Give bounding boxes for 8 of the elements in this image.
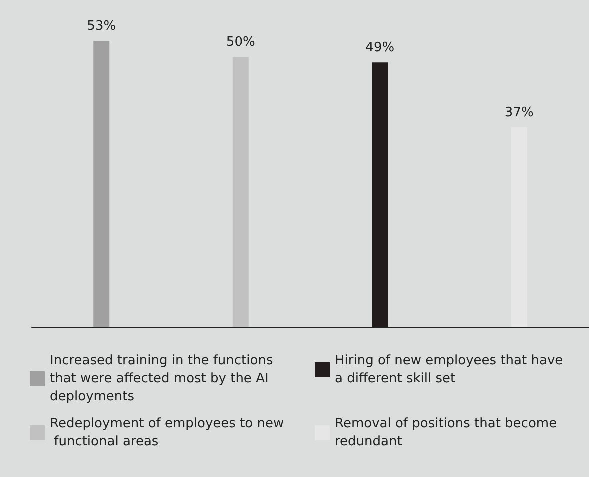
- legend-label: Removal of positions that become redundant: [335, 416, 562, 450]
- legend-label: Hiring of new employees that have a different skill set: [335, 354, 568, 386]
- legend-label: Redeployment of employees to new functional areas: [50, 416, 284, 450]
- data-label: 50%: [226, 35, 256, 50]
- data-label: 53%: [87, 19, 116, 34]
- data-label: 49%: [366, 40, 395, 56]
- data-label: 37%: [504, 105, 534, 120]
- legend-label: Increased training in the functions that were affected most by the AI deployments: [50, 354, 278, 404]
